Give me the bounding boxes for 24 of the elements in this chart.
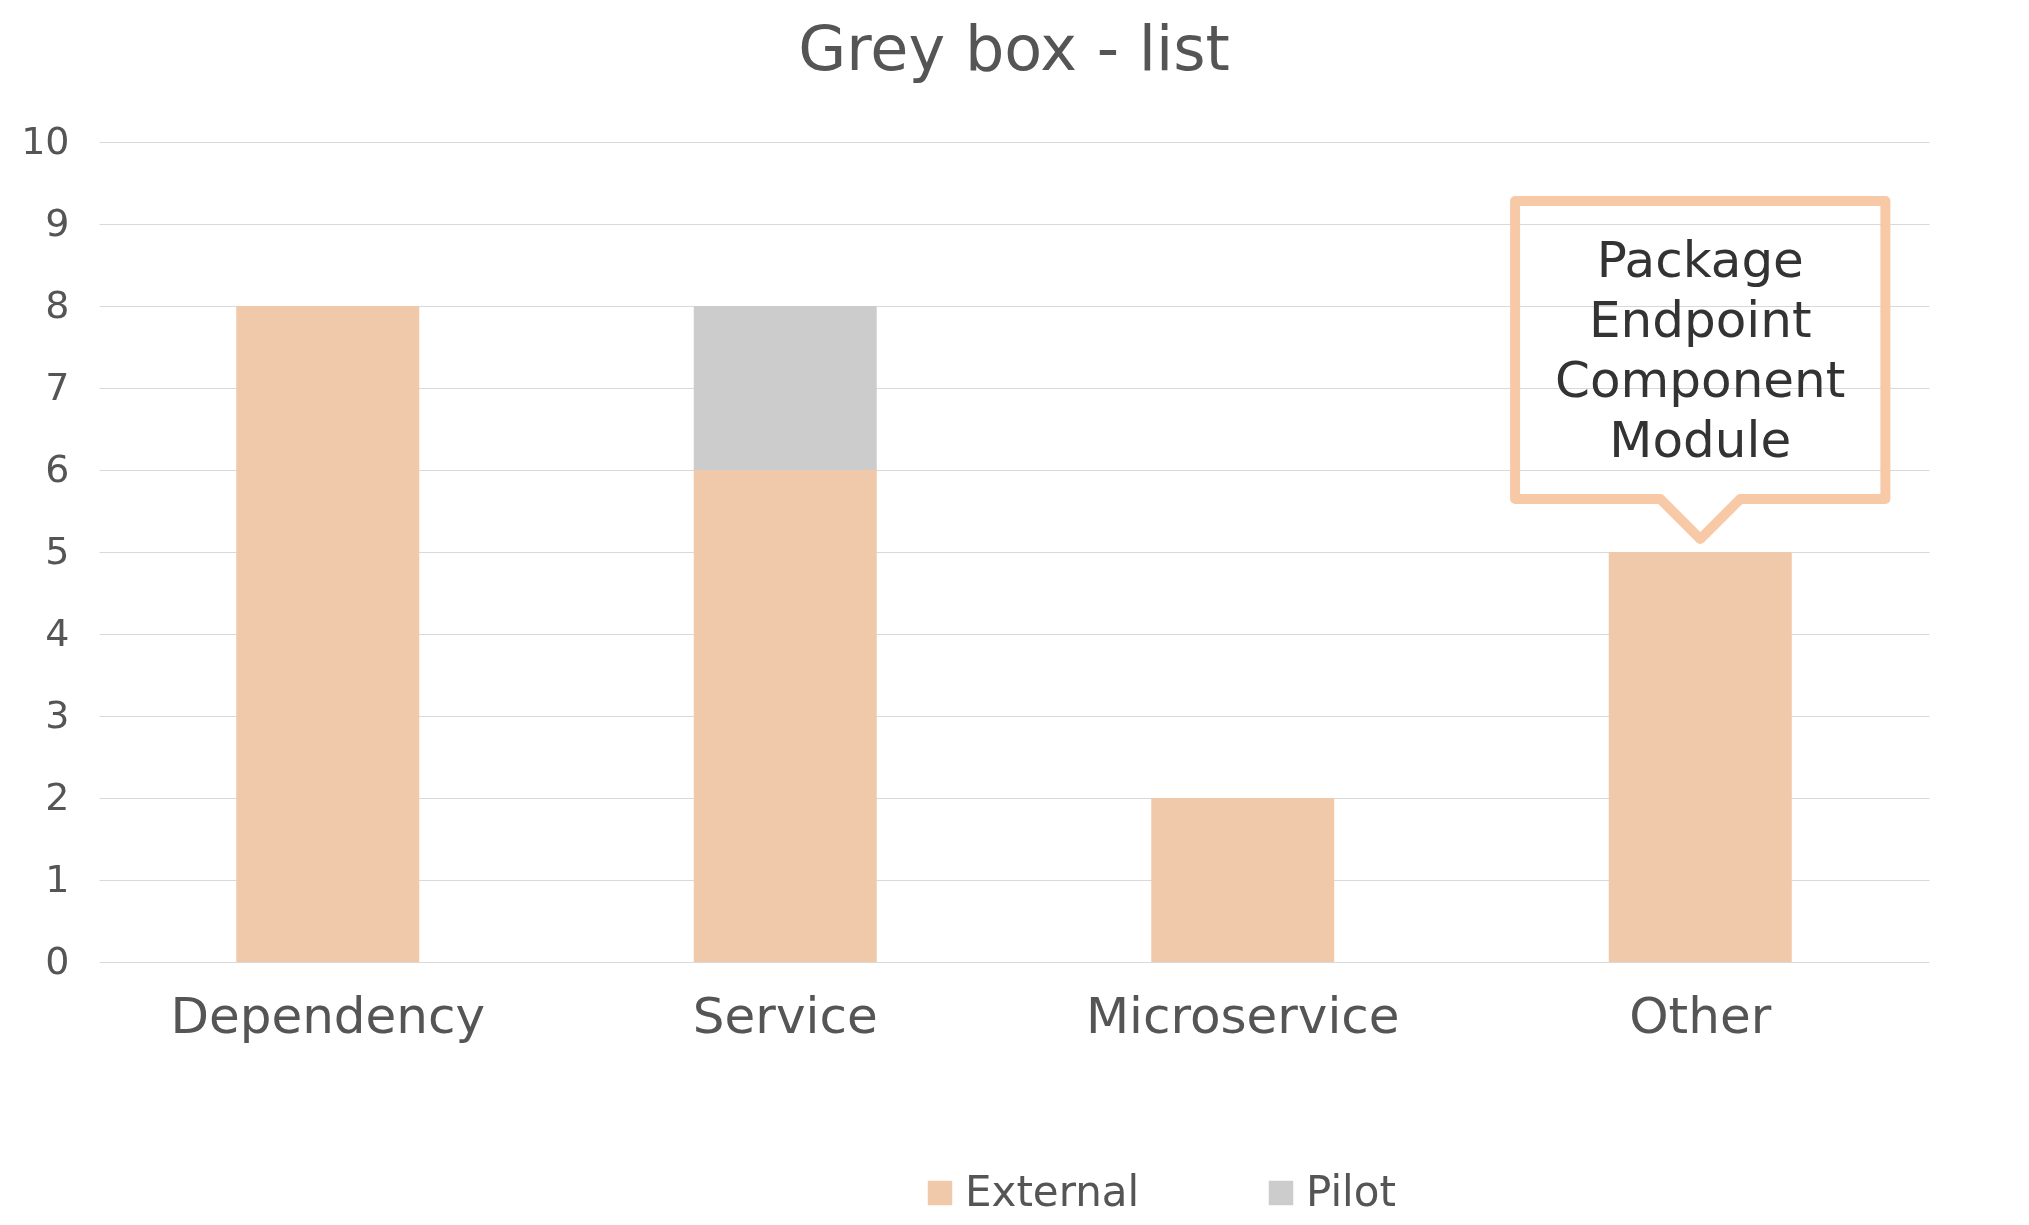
y-tick-label: 1 <box>45 856 70 901</box>
x-tick-label: Service <box>692 986 878 1045</box>
y-tick-label: 9 <box>45 200 70 245</box>
y-tick-label: 0 <box>45 938 70 983</box>
y-tick-label: 3 <box>45 692 70 737</box>
bar <box>693 306 877 470</box>
bar <box>1151 798 1335 962</box>
x-tick-label: Dependency <box>170 986 486 1045</box>
annotation: Package Endpoint Component Module <box>1555 231 1846 469</box>
y-tick-label: 5 <box>45 528 70 573</box>
bar <box>1608 552 1792 962</box>
y-tick-label: 6 <box>45 446 70 491</box>
legend-label: Pilot <box>1306 1167 1396 1216</box>
y-tick-label: 7 <box>45 364 70 409</box>
y-tick-label: 4 <box>45 610 70 655</box>
chart-title: Grey box - list <box>798 12 1230 85</box>
x-tick-label: Microservice <box>1085 986 1400 1045</box>
bar <box>693 470 877 962</box>
bar <box>236 306 420 962</box>
legend-label: External <box>965 1167 1140 1216</box>
y-tick-label: 10 <box>21 118 70 163</box>
y-tick-label: 8 <box>45 282 70 327</box>
x-tick-label: Other <box>1629 986 1772 1045</box>
y-tick-label: 2 <box>45 774 70 819</box>
